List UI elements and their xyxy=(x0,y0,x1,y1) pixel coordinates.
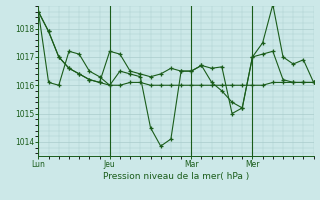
X-axis label: Pression niveau de la mer( hPa ): Pression niveau de la mer( hPa ) xyxy=(103,172,249,181)
